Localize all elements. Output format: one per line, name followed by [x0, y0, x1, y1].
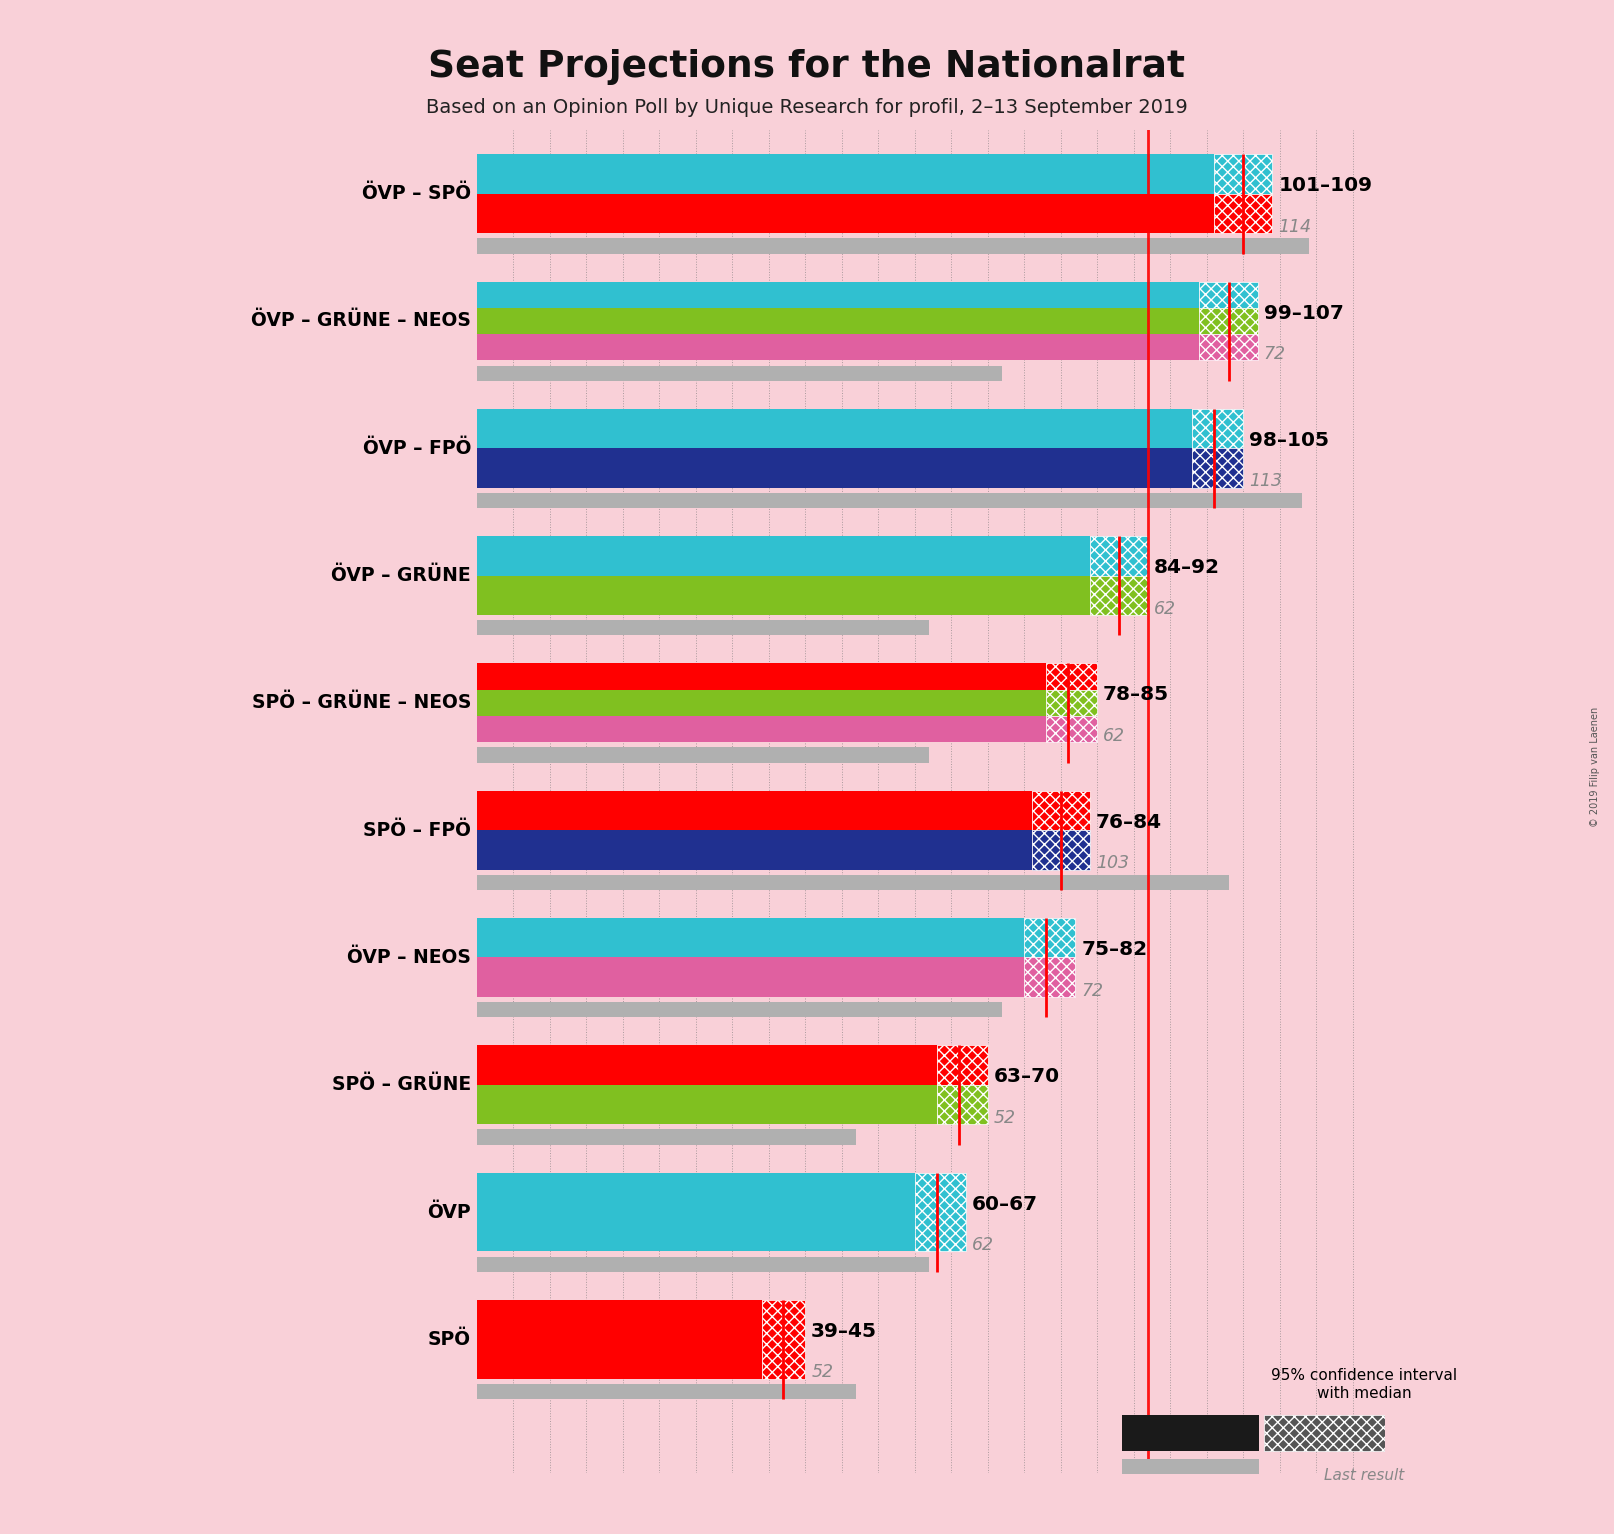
Bar	[476, 535, 1089, 575]
Text: 98–105: 98–105	[1249, 431, 1328, 449]
Text: SPÖ – GRÜNE – NEOS: SPÖ – GRÜNE – NEOS	[252, 693, 471, 712]
Text: ÖVP – NEOS: ÖVP – NEOS	[347, 948, 471, 966]
Text: 72: 72	[1264, 345, 1286, 364]
Bar	[476, 365, 1002, 380]
Text: 76–84: 76–84	[1096, 813, 1162, 831]
Bar	[476, 410, 1193, 448]
Text: 72: 72	[1081, 982, 1104, 1000]
Bar	[476, 874, 1228, 890]
Text: 114: 114	[1278, 218, 1311, 236]
Bar	[936, 1085, 988, 1124]
Bar	[1214, 193, 1272, 233]
Bar	[476, 663, 1046, 690]
Text: 63–70: 63–70	[994, 1068, 1060, 1086]
Bar	[1025, 957, 1075, 997]
Text: SPÖ: SPÖ	[428, 1330, 471, 1348]
Bar	[476, 747, 930, 762]
Text: 113: 113	[1249, 472, 1282, 491]
Text: ÖVP: ÖVP	[428, 1203, 471, 1221]
Text: 62: 62	[972, 1236, 994, 1255]
Bar	[762, 1299, 805, 1379]
Bar	[915, 1172, 965, 1252]
Bar	[476, 1256, 930, 1272]
Text: Based on an Opinion Poll by Unique Research for profil, 2–13 September 2019: Based on an Opinion Poll by Unique Resea…	[426, 98, 1188, 117]
Text: Last result: Last result	[1323, 1468, 1404, 1483]
Bar	[1089, 575, 1148, 615]
Bar	[476, 690, 1046, 716]
Text: 103: 103	[1096, 854, 1128, 873]
Text: ÖVP – GRÜNE: ÖVP – GRÜNE	[331, 566, 471, 584]
Bar	[476, 620, 930, 635]
Bar	[1046, 690, 1098, 716]
Bar	[476, 193, 1214, 233]
Text: 60–67: 60–67	[972, 1195, 1038, 1213]
Bar	[476, 1045, 936, 1085]
Bar	[1046, 716, 1098, 742]
Text: 52: 52	[812, 1364, 833, 1382]
Text: 62: 62	[1102, 727, 1125, 746]
Text: SPÖ – GRÜNE: SPÖ – GRÜNE	[332, 1075, 471, 1094]
Bar	[1031, 830, 1089, 870]
Text: 101–109: 101–109	[1278, 176, 1372, 195]
Bar	[476, 575, 1089, 615]
Bar	[1122, 1414, 1259, 1451]
Bar	[1122, 1459, 1259, 1474]
Bar	[1199, 282, 1257, 308]
Text: 99–107: 99–107	[1264, 304, 1343, 322]
Bar	[476, 1085, 936, 1124]
Text: 39–45: 39–45	[812, 1322, 876, 1341]
Text: 62: 62	[1154, 600, 1177, 618]
Bar	[476, 308, 1199, 334]
Bar	[476, 492, 1301, 508]
Bar	[1089, 535, 1148, 575]
Bar	[1193, 410, 1243, 448]
Bar	[1193, 448, 1243, 488]
Bar	[1031, 790, 1089, 830]
Bar	[476, 917, 1025, 957]
Bar	[936, 1045, 988, 1085]
Bar	[1199, 334, 1257, 360]
Bar	[1199, 308, 1257, 334]
Text: ÖVP – SPÖ: ÖVP – SPÖ	[362, 184, 471, 202]
Bar	[1214, 155, 1272, 193]
Text: 84–92: 84–92	[1154, 558, 1220, 577]
Text: © 2019 Filip van Laenen: © 2019 Filip van Laenen	[1590, 707, 1599, 827]
Bar	[476, 1129, 857, 1144]
Bar	[476, 155, 1214, 193]
Bar	[476, 830, 1031, 870]
Bar	[476, 1172, 915, 1252]
Text: Seat Projections for the Nationalrat: Seat Projections for the Nationalrat	[428, 49, 1186, 84]
Bar	[476, 238, 1309, 253]
Text: 95% confidence interval
with median: 95% confidence interval with median	[1270, 1368, 1457, 1401]
Bar	[476, 716, 1046, 742]
Bar	[476, 790, 1031, 830]
Bar	[476, 957, 1025, 997]
Text: SPÖ – FPÖ: SPÖ – FPÖ	[363, 821, 471, 839]
Bar	[476, 448, 1193, 488]
Bar	[476, 282, 1199, 308]
Bar	[476, 1384, 857, 1399]
Text: 78–85: 78–85	[1102, 686, 1169, 704]
Text: ÖVP – GRÜNE – NEOS: ÖVP – GRÜNE – NEOS	[252, 311, 471, 330]
Bar	[1025, 917, 1075, 957]
Bar	[476, 1299, 762, 1379]
Text: 52: 52	[994, 1109, 1015, 1127]
Bar	[1264, 1414, 1385, 1451]
Bar	[476, 334, 1199, 360]
Text: ÖVP – FPÖ: ÖVP – FPÖ	[363, 439, 471, 457]
Text: 75–82: 75–82	[1081, 940, 1148, 959]
Bar	[1046, 663, 1098, 690]
Bar	[476, 1002, 1002, 1017]
